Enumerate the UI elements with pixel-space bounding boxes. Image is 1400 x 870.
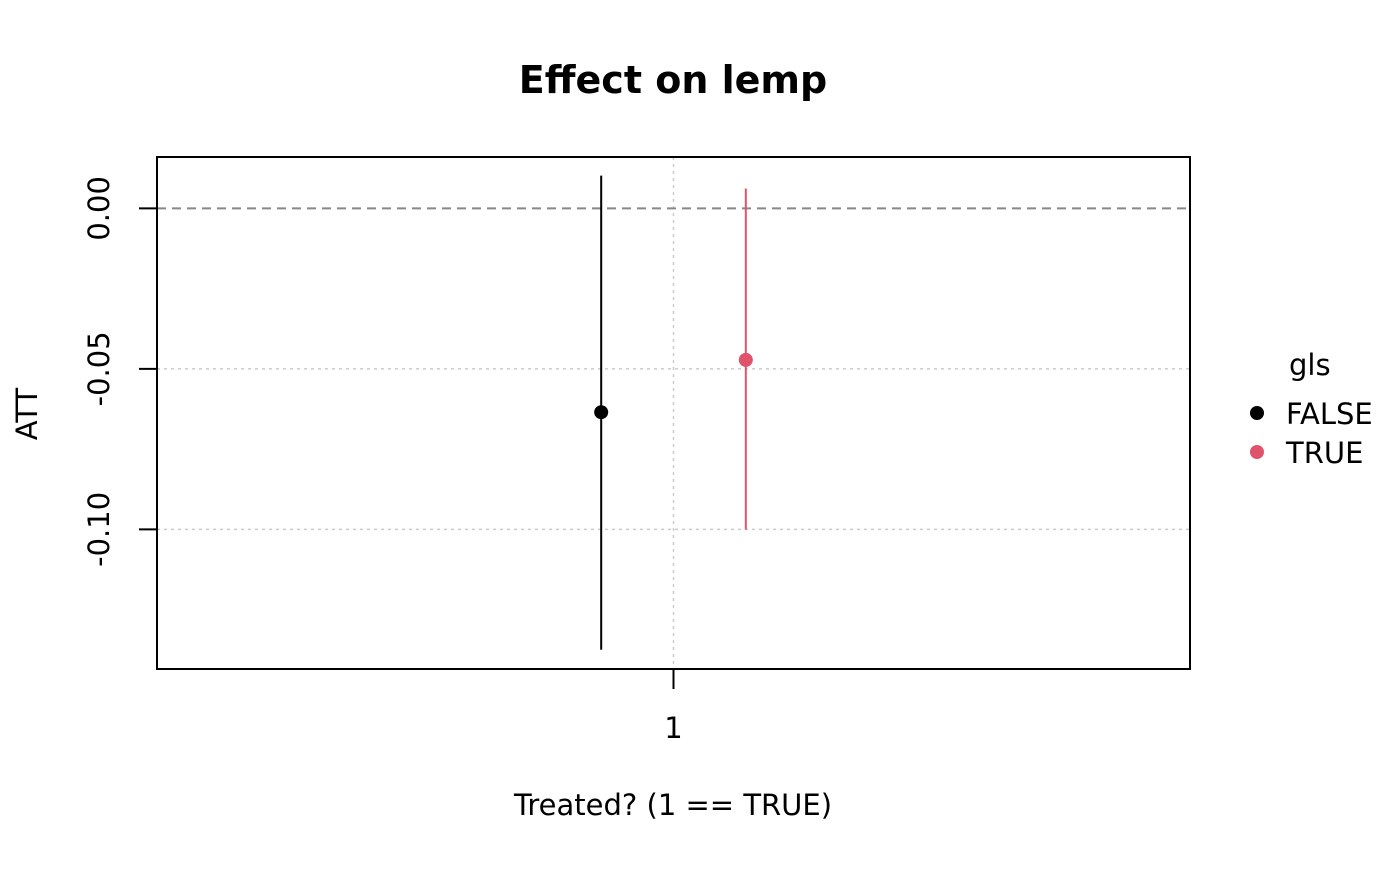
series-group — [594, 175, 753, 650]
y-tick-label-1: -0.05 — [82, 331, 116, 406]
chart-title: Effect on lemp — [519, 58, 827, 102]
y-axis-label: ATT — [10, 387, 44, 440]
y-tick-label-0: 0.00 — [82, 176, 116, 241]
legend-label-false: FALSE — [1286, 397, 1373, 431]
x-tick-label-0: 1 — [664, 711, 682, 745]
y-axis: 0.00 -0.05 -0.10 — [82, 176, 157, 567]
x-axis-label: Treated? (1 == TRUE) — [513, 788, 832, 822]
legend-title: gls — [1289, 348, 1331, 382]
y-tick-label-2: -0.10 — [82, 492, 116, 567]
point-true — [738, 352, 753, 367]
legend-swatch-true — [1250, 445, 1264, 459]
legend-swatch-false — [1250, 406, 1264, 420]
grid-lines — [157, 157, 1190, 669]
legend-label-true: TRUE — [1285, 436, 1363, 470]
legend: gls FALSE TRUE — [1250, 348, 1373, 470]
x-axis: 1 — [664, 669, 683, 745]
point-false — [594, 405, 609, 420]
